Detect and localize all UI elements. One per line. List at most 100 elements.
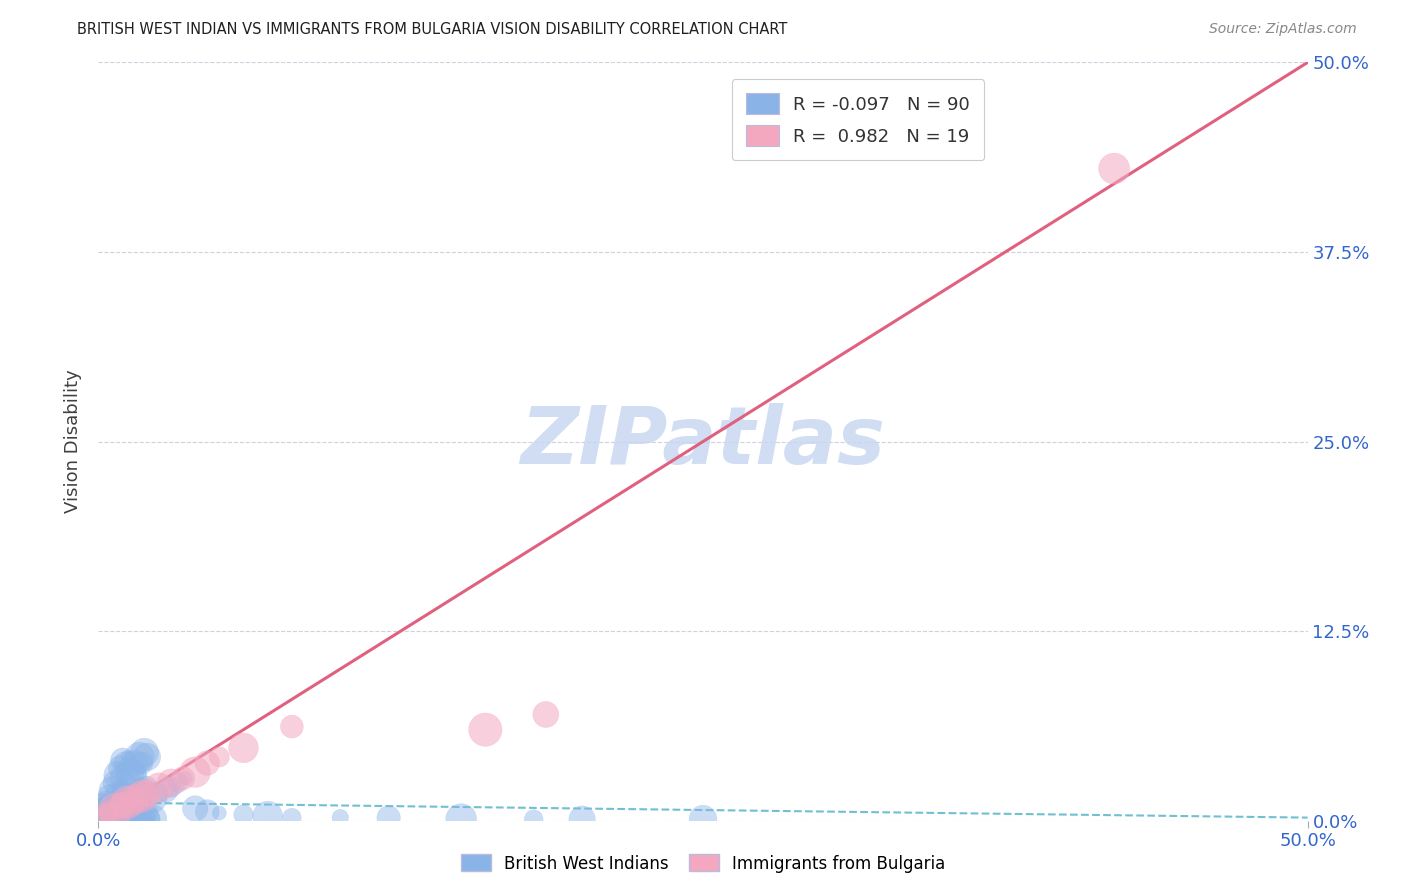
- Point: [101, 799, 124, 814]
- Point: [104, 812, 127, 826]
- Point: [103, 807, 125, 822]
- Point: [121, 791, 143, 805]
- Point: [94, 801, 117, 815]
- Text: Source: ZipAtlas.com: Source: ZipAtlas.com: [1209, 22, 1357, 37]
- Point: [91, 812, 114, 826]
- Point: [104, 803, 127, 817]
- Point: [195, 805, 218, 819]
- Point: [91, 806, 114, 821]
- Point: [232, 740, 254, 755]
- Legend: British West Indians, Immigrants from Bulgaria: British West Indians, Immigrants from Bu…: [454, 847, 952, 880]
- Point: [523, 812, 546, 826]
- Point: [134, 811, 156, 825]
- Point: [377, 811, 399, 825]
- Point: [128, 812, 150, 826]
- Point: [124, 756, 146, 770]
- Point: [329, 811, 352, 825]
- Point: [121, 812, 143, 826]
- Point: [100, 791, 122, 805]
- Point: [135, 750, 157, 764]
- Point: [148, 786, 170, 800]
- Point: [117, 796, 139, 810]
- Text: BRITISH WEST INDIAN VS IMMIGRANTS FROM BULGARIA VISION DISABILITY CORRELATION CH: BRITISH WEST INDIAN VS IMMIGRANTS FROM B…: [77, 22, 787, 37]
- Point: [97, 812, 120, 826]
- Y-axis label: Vision Disability: Vision Disability: [65, 369, 83, 514]
- Point: [108, 807, 131, 822]
- Point: [107, 801, 129, 815]
- Point: [155, 783, 177, 797]
- Point: [160, 780, 183, 795]
- Point: [108, 802, 131, 816]
- Point: [97, 806, 120, 821]
- Point: [121, 812, 143, 826]
- Point: [148, 780, 170, 795]
- Point: [111, 797, 134, 811]
- Point: [127, 765, 149, 780]
- Point: [134, 805, 156, 820]
- Point: [94, 810, 117, 824]
- Point: [121, 771, 143, 785]
- Point: [104, 806, 127, 821]
- Point: [195, 756, 218, 770]
- Point: [100, 812, 122, 826]
- Point: [87, 802, 110, 816]
- Point: [93, 813, 115, 827]
- Point: [97, 809, 120, 823]
- Point: [127, 786, 149, 800]
- Point: [118, 812, 141, 826]
- Point: [101, 804, 124, 818]
- Point: [101, 801, 124, 815]
- Point: [114, 806, 136, 821]
- Point: [131, 812, 153, 826]
- Point: [101, 803, 124, 817]
- Point: [108, 806, 131, 821]
- Point: [93, 806, 115, 821]
- Point: [94, 810, 117, 824]
- Point: [127, 789, 149, 804]
- Point: [134, 746, 156, 760]
- Point: [117, 796, 139, 810]
- Point: [117, 797, 139, 811]
- Point: [131, 789, 153, 804]
- Point: [107, 768, 129, 782]
- Point: [91, 802, 114, 816]
- Point: [131, 786, 153, 800]
- Point: [94, 798, 117, 813]
- Point: [117, 796, 139, 810]
- Point: [91, 810, 114, 824]
- Point: [117, 780, 139, 795]
- Point: [90, 812, 112, 826]
- Point: [124, 812, 146, 826]
- Point: [474, 723, 496, 737]
- Point: [108, 760, 131, 774]
- Point: [108, 812, 131, 826]
- Point: [94, 812, 117, 826]
- Point: [94, 809, 117, 823]
- Point: [174, 771, 197, 785]
- Point: [131, 783, 153, 797]
- Point: [135, 812, 157, 826]
- Point: [96, 813, 118, 827]
- Point: [117, 812, 139, 826]
- Point: [141, 791, 163, 805]
- Point: [138, 812, 160, 826]
- Point: [121, 792, 143, 806]
- Point: [571, 812, 593, 826]
- Point: [127, 812, 149, 826]
- Point: [107, 811, 129, 825]
- Point: [96, 805, 118, 820]
- Point: [134, 812, 156, 826]
- Point: [184, 801, 207, 815]
- Point: [111, 798, 134, 813]
- Point: [101, 805, 124, 819]
- Point: [111, 798, 134, 813]
- Point: [90, 812, 112, 826]
- Point: [114, 812, 136, 826]
- Point: [127, 794, 149, 808]
- Point: [135, 780, 157, 795]
- Point: [184, 765, 207, 780]
- Point: [107, 801, 129, 815]
- Point: [100, 796, 122, 810]
- Point: [208, 806, 231, 821]
- Point: [141, 812, 163, 826]
